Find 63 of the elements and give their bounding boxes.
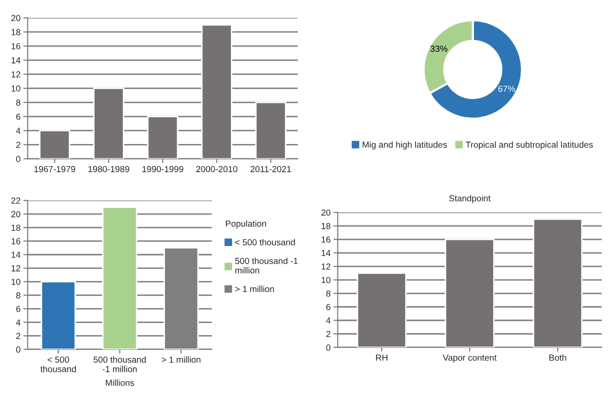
y-tick-label: 16 (12, 43, 20, 50)
x-tick-label: 2011-2021 (250, 166, 291, 172)
y-tick-label: 10 (12, 85, 20, 92)
legend-label: > 1 million (235, 286, 274, 292)
bar (444, 238, 495, 348)
legend-label: < 500 thousand (235, 238, 295, 246)
x-axis-title: Millions (106, 379, 134, 386)
bar (93, 88, 124, 159)
y-tick-label: 0 (16, 156, 20, 162)
x-tick-label: Vapor content (442, 354, 497, 362)
y-tick-label: 8 (326, 290, 330, 297)
chart-title: Standpoint (449, 194, 491, 204)
bar (147, 116, 178, 159)
y-tick-label: 0 (326, 344, 330, 351)
y-tick-label: 10 (322, 276, 330, 284)
y-tick-label: 20 (321, 209, 330, 216)
y-tick-label: 12 (12, 71, 20, 78)
y-tick-label: 6 (326, 304, 330, 310)
legend-title: Population (226, 220, 266, 228)
y-tick-label: 14 (12, 57, 20, 64)
x-tick-label: < 500 thousand (40, 356, 76, 372)
y-tick-label: 8 (16, 99, 20, 106)
y-tick-label: 12 (12, 265, 20, 272)
x-tick-label: 1980-1989 (88, 166, 130, 172)
bar (201, 24, 232, 159)
x-tick-label: RH (376, 354, 388, 361)
y-tick-label: 4 (16, 319, 20, 326)
y-tick-label: 20 (11, 14, 20, 22)
y-tick-label: 6 (16, 306, 20, 312)
y-tick-label: 14 (322, 250, 330, 256)
x-tick-label: 2000-2010 (196, 166, 238, 172)
bar (532, 218, 583, 348)
x-tick-label: Both (549, 354, 566, 361)
legend-label: 500 thousand -1 million (235, 258, 298, 274)
data-label: 67% (498, 86, 516, 92)
y-tick-label: 22 (11, 198, 20, 204)
y-tick-label: 6 (16, 114, 20, 120)
y-tick-label: 20 (11, 211, 20, 218)
legend-label: Tropical and subtropical latitudes (466, 141, 593, 150)
x-tick-label: 1967-1979 (34, 166, 76, 172)
y-tick-label: 2 (16, 332, 20, 339)
bar (356, 272, 407, 348)
x-tick-label: 1990-1999 (142, 166, 184, 172)
y-tick-label: 12 (322, 263, 330, 270)
y-tick-label: 16 (322, 236, 330, 243)
x-tick-label: > 1 million (162, 356, 200, 363)
y-tick-label: 18 (12, 224, 20, 231)
bar (39, 130, 70, 159)
y-tick-label: 16 (12, 238, 20, 244)
y-tick-label: 18 (12, 29, 20, 36)
y-tick-label: 4 (326, 318, 330, 324)
bar (255, 102, 286, 159)
y-tick-label: 10 (12, 278, 20, 285)
legend-label: Mig and high latitudes (362, 141, 447, 150)
y-tick-label: 2 (326, 330, 330, 338)
y-tick-label: 14 (12, 252, 20, 258)
y-tick-label: 8 (16, 292, 20, 298)
x-tick-label: 500 thousand -1 million (94, 356, 146, 372)
data-label: 33% (430, 46, 448, 52)
y-tick-label: 18 (322, 222, 330, 230)
y-tick-label: 2 (16, 142, 20, 148)
y-tick-label: 4 (16, 128, 20, 134)
y-tick-label: 0 (16, 346, 20, 353)
